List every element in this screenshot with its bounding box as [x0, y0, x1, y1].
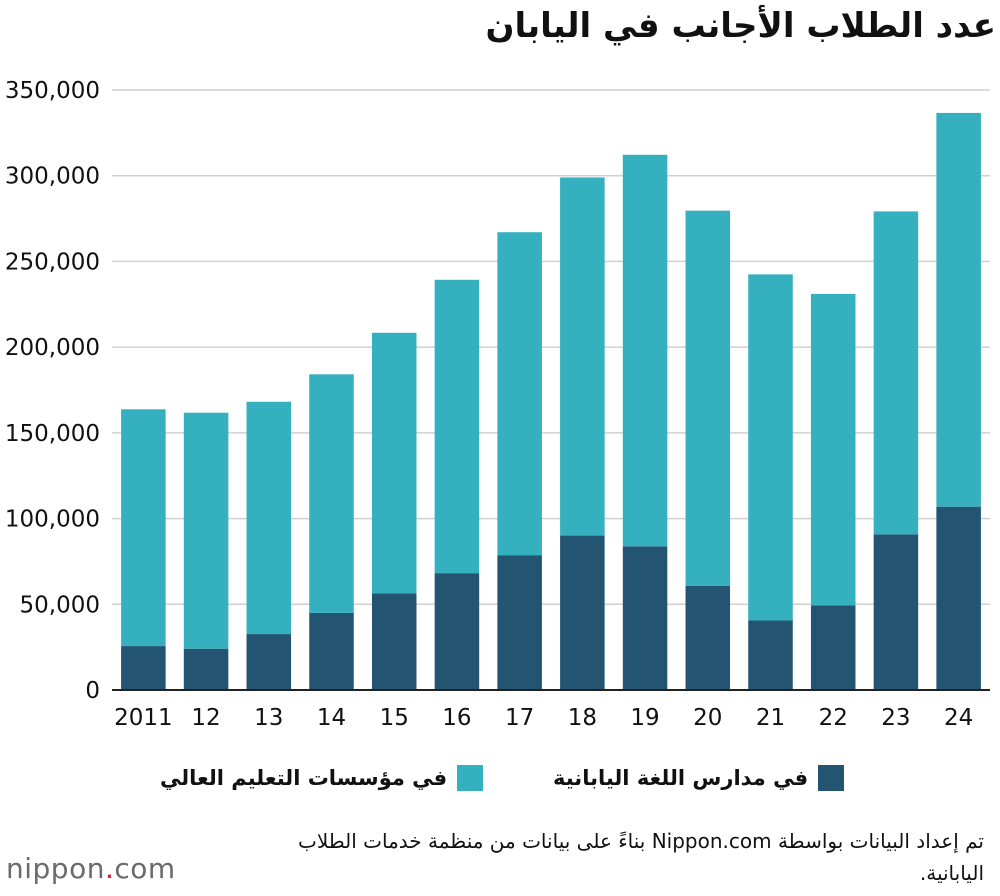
bar-higher-education: [434, 279, 480, 574]
y-tick-label: 150,000: [5, 421, 100, 447]
x-tick-label: 19: [630, 705, 659, 731]
x-tick-label: 18: [568, 705, 597, 731]
nippon-logo: nippon.com: [6, 852, 176, 885]
bar-higher-education: [309, 374, 354, 613]
x-tick-label: 13: [254, 705, 283, 731]
x-tick-label: 15: [380, 705, 409, 731]
bar-language-schools: [309, 612, 354, 690]
bar-language-schools: [873, 534, 919, 690]
bar-higher-education: [936, 112, 981, 507]
bar-higher-education: [560, 177, 605, 536]
chart-title: عدد الطلاب الأجانب في اليابان: [485, 6, 996, 46]
x-tick-label: 24: [944, 705, 973, 731]
y-tick-label: 50,000: [20, 592, 100, 618]
bar-language-schools: [936, 506, 981, 690]
stacked-bar-chart: 0 50,000 100,000 150,000 200,000 250,000 300,0…: [5, 78, 990, 731]
bar-higher-education: [371, 332, 417, 594]
legend-item-higher-education: في مؤسسات التعليم العالي: [160, 765, 484, 791]
x-tick-label: 14: [317, 705, 346, 731]
source-note: تم إعداد البيانات بواسطة Nippon.com بناء…: [297, 829, 984, 885]
bar-language-schools: [748, 620, 793, 690]
x-tick-label: 20: [693, 705, 722, 731]
bar-language-schools: [810, 605, 856, 690]
x-tick-label: 2011: [114, 705, 173, 731]
bar-higher-education: [183, 412, 229, 649]
bar-language-schools: [560, 535, 605, 690]
bar-language-schools: [371, 593, 417, 690]
bar-language-schools: [685, 585, 731, 690]
legend-label-higher-education: في مؤسسات التعليم العالي: [160, 766, 448, 790]
y-tick-label: 300,000: [5, 164, 100, 190]
bar-higher-education: [246, 401, 292, 635]
bar-higher-education: [497, 232, 542, 556]
bar-higher-education: [873, 211, 919, 535]
logo-dot: .: [104, 852, 115, 885]
x-tick-label: 23: [881, 705, 910, 731]
bar-language-schools: [121, 646, 166, 690]
bar-language-schools: [183, 648, 229, 690]
y-tick-label: 0: [85, 678, 100, 704]
bar-higher-education: [810, 293, 856, 606]
x-tick-label: 22: [819, 705, 848, 731]
legend-swatch-language-schools: [818, 765, 845, 791]
bar-language-schools: [622, 546, 668, 690]
y-tick-label: 200,000: [5, 335, 100, 361]
legend: في مدارس اللغة اليابانية في مؤسسات التعل…: [0, 765, 1000, 805]
legend-item-language-schools: في مدارس اللغة اليابانية: [553, 765, 845, 791]
x-tick-label: 17: [505, 705, 534, 731]
legend-label-language-schools: في مدارس اللغة اليابانية: [553, 766, 809, 790]
bar-higher-education: [121, 409, 166, 647]
x-tick-label: 12: [191, 705, 220, 731]
legend-swatch-higher-education: [457, 765, 484, 791]
x-tick-label: 16: [442, 705, 471, 731]
bar-language-schools: [434, 573, 480, 690]
bar-higher-education: [685, 210, 731, 586]
bar-language-schools: [497, 555, 542, 690]
y-tick-label: 100,000: [5, 507, 100, 533]
y-tick-label: 250,000: [5, 249, 100, 275]
logo-name: nippon: [6, 852, 105, 885]
bar-language-schools: [246, 634, 292, 690]
x-tick-label: 21: [756, 705, 785, 731]
bar-higher-education: [622, 154, 668, 547]
y-tick-label: 350,000: [5, 78, 100, 104]
logo-tld: com: [114, 852, 176, 885]
bar-higher-education: [748, 274, 793, 621]
